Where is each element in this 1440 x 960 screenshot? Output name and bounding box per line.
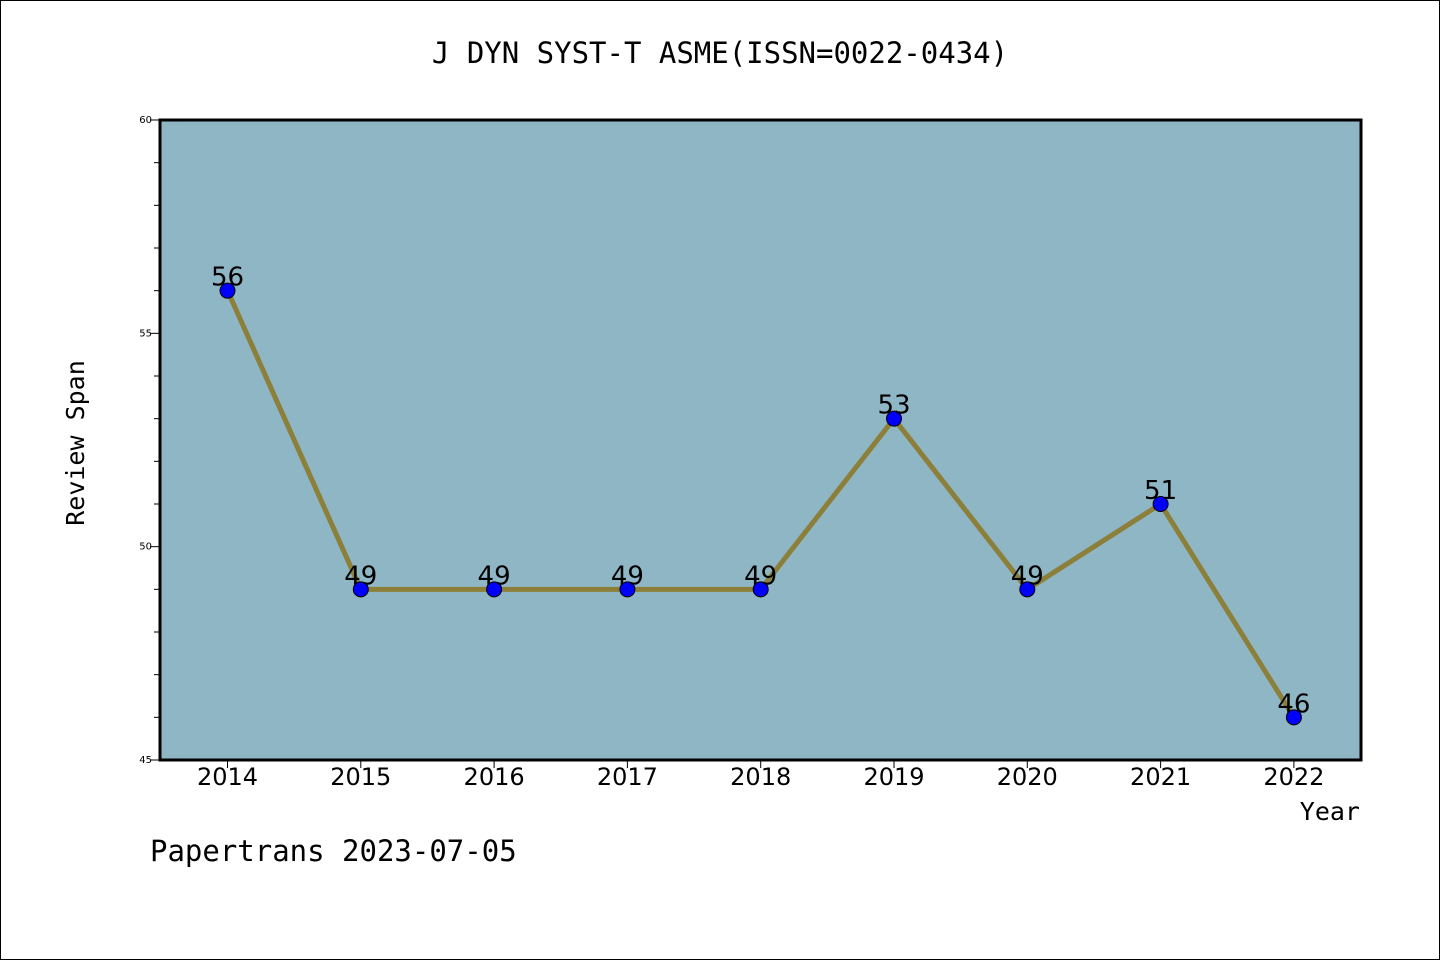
chart-title: J DYN SYST-T ASME(ISSN=0022-0434) [431,36,1009,70]
data-label: 49 [1011,561,1044,591]
footer-stamp: Papertrans 2023-07-05 [150,834,517,868]
data-label: 46 [1277,689,1310,719]
x-tick-label: 2022 [1263,763,1324,791]
data-label: 49 [744,561,777,591]
y-axis-label: Review Span [61,360,90,526]
data-point [352,581,369,598]
data-label: 49 [478,561,511,591]
data-point [1019,581,1036,598]
x-tick-label: 2021 [1130,763,1191,791]
x-tick-label: 2019 [863,763,924,791]
x-tick-label: 2020 [997,763,1058,791]
data-point [752,581,769,598]
data-point [1152,496,1169,512]
data-label: 53 [877,391,910,421]
y-tick-label: 60 [139,115,152,126]
data-label: 56 [211,263,244,293]
data-point [486,581,503,598]
plot-border [158,118,1363,762]
x-tick-label: 2014 [197,763,258,791]
data-label: 49 [344,561,377,591]
data-label: 49 [611,561,644,591]
data-point [886,410,902,427]
data-point [1285,709,1302,726]
y-tick-label: 50 [139,542,152,553]
x-axis-label: Year [1300,797,1360,826]
x-tick-label: 2016 [464,763,525,791]
y-tick-label: 55 [139,328,152,339]
x-tick-label: 2017 [597,763,658,791]
x-tick-label: 2015 [330,763,391,791]
y-tick-label: 45 [139,755,152,766]
data-label: 51 [1144,476,1177,506]
x-tick-label: 2018 [730,763,791,791]
data-point [619,581,636,598]
plot-area [160,120,1361,760]
data-point [219,282,236,299]
